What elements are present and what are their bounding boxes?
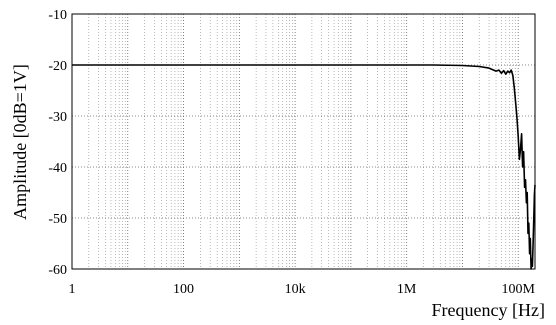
x-tick-label: 100 [173, 282, 194, 297]
series-layer [72, 64, 536, 270]
y-axis-title: Amplitude [0dB=1V] [10, 64, 30, 220]
y-tick-labels: -10 -20 -30 -40 -50 -60 [48, 8, 67, 278]
series-line [72, 64, 536, 270]
x-axis-title: Frequency [Hz] [432, 300, 545, 320]
y-tick-label: -10 [48, 8, 67, 23]
y-tick-label: -40 [48, 161, 67, 176]
x-tick-label: 1 [69, 282, 76, 297]
x-tick-label: 10k [285, 282, 306, 297]
minor-grid [88, 14, 516, 269]
x-tick-label: 100M [501, 282, 535, 297]
plot-frame [71, 13, 536, 270]
y-tick-label: -30 [48, 110, 67, 125]
y-tick-label: -60 [48, 263, 67, 278]
y-tick-label: -20 [48, 59, 67, 74]
y-tick-label: -50 [48, 212, 67, 227]
x-tick-label: 1M [397, 282, 417, 297]
x-tick-labels: 1 100 10k 1M 100M [69, 282, 536, 297]
